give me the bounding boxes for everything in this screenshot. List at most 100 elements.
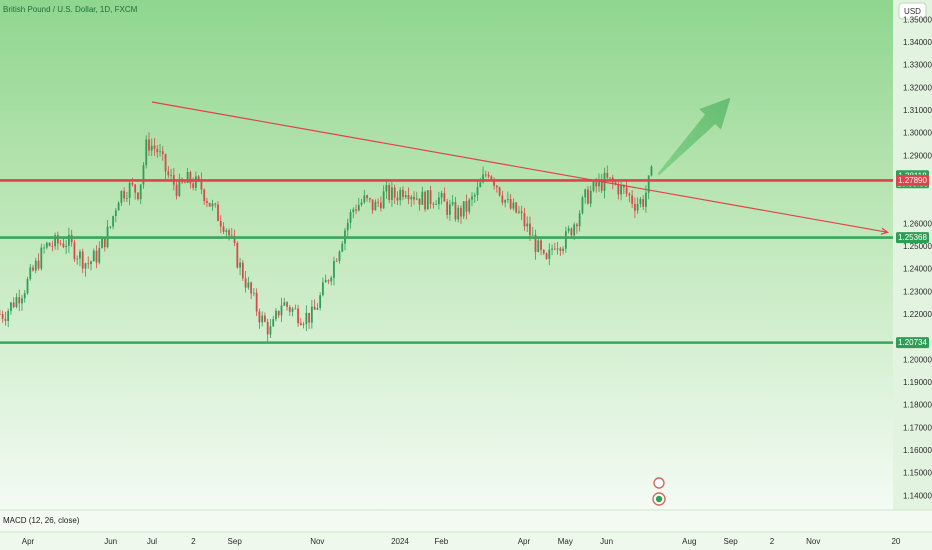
candle-body	[0, 313, 1, 315]
candle-body	[219, 221, 222, 227]
candle-body	[280, 305, 283, 316]
candle-body	[95, 250, 98, 263]
candle-body	[495, 185, 498, 188]
price-scale-background	[893, 0, 932, 510]
candle-body	[606, 172, 609, 178]
candle-body	[534, 234, 537, 253]
candle-body	[642, 198, 645, 207]
candle-body	[319, 295, 322, 309]
candle-body	[117, 202, 120, 211]
candle-body	[540, 240, 542, 250]
candle-body	[266, 321, 269, 335]
candle-body	[639, 198, 642, 204]
candle-body	[545, 253, 548, 259]
candle-body	[269, 326, 272, 335]
event-markers[interactable]	[652, 477, 666, 506]
candle-body	[468, 199, 471, 212]
candle-body	[186, 172, 189, 183]
price-tick-label: 1.19000	[903, 378, 932, 387]
candle-body	[228, 230, 230, 236]
price-flag	[896, 232, 929, 244]
price-flag-value: 1.27890	[898, 176, 927, 185]
candle-body	[299, 323, 302, 325]
candle-body	[363, 195, 366, 203]
candle-body	[56, 235, 59, 244]
candle-body	[167, 171, 170, 176]
price-tick-label: 1.15000	[903, 469, 932, 478]
time-axis-labels[interactable]: Apr Jun Jul 2 Sep Nov 2024 Feb Apr May Jun Aug Sep 2 N…	[22, 537, 901, 546]
candle-body	[43, 247, 45, 249]
candle-body	[523, 213, 526, 227]
price-flag	[896, 337, 929, 349]
currency-button[interactable]	[898, 2, 927, 20]
candle-body	[396, 197, 399, 201]
candle-body	[482, 174, 484, 183]
time-tick-label: 2	[770, 537, 775, 546]
candle-body	[418, 198, 421, 205]
candle-body	[625, 187, 628, 194]
candle-body	[407, 195, 410, 200]
candle-body	[23, 293, 26, 299]
candle-body	[346, 222, 349, 231]
candle-body	[275, 310, 277, 320]
candle-body	[10, 302, 12, 311]
price-tick-label: 1.29000	[903, 151, 932, 160]
price-flag-value: 1.20734	[898, 338, 927, 347]
downtrend-line	[151, 101, 888, 233]
symbol-title[interactable]: British Pound / U.S. Dollar, 1D, FXCM	[3, 5, 138, 14]
candle-body	[236, 242, 239, 268]
time-tick-label: Sep	[228, 537, 243, 546]
candle-body	[308, 312, 311, 323]
candle-body	[631, 195, 634, 204]
time-tick-label: 2024	[391, 537, 409, 546]
candle-body	[537, 240, 540, 253]
price-tick-label: 1.30000	[903, 129, 932, 138]
candle-body	[261, 315, 264, 323]
macd-pane	[0, 510, 932, 532]
candle-body	[153, 145, 156, 149]
candle-body	[175, 184, 178, 196]
candle-body	[357, 204, 360, 211]
candle-body	[247, 282, 250, 288]
candle-body	[120, 190, 123, 203]
candle-body	[123, 190, 126, 199]
candle-body	[84, 263, 87, 269]
candle-body	[551, 248, 553, 250]
candle-body	[490, 176, 493, 180]
candle-body	[203, 189, 206, 202]
candle-body	[368, 198, 371, 200]
candle-body	[647, 175, 650, 193]
candle-body	[322, 282, 324, 296]
candle-body	[333, 260, 335, 278]
candle-body	[584, 189, 587, 198]
candle-body	[327, 280, 330, 282]
candle-body	[617, 184, 620, 195]
candle-body	[250, 282, 253, 294]
candle-body	[40, 247, 43, 269]
candle-body	[388, 185, 391, 200]
candle-body	[460, 207, 462, 217]
price-tick-label: 1.25000	[903, 242, 932, 251]
candle-body	[446, 201, 449, 215]
candle-body	[553, 248, 556, 250]
price-axis[interactable]: 1.14000 1.15000 1.16000 1.17000 1.18000 1.190…	[903, 15, 932, 500]
candle-body	[506, 199, 509, 200]
candle-body	[573, 224, 576, 236]
candle-body	[114, 210, 117, 217]
macd-label[interactable]: MACD (12, 26, close)	[3, 516, 80, 525]
candle-body	[225, 230, 228, 232]
candle-body	[18, 297, 21, 304]
candle-body	[170, 175, 172, 176]
price-flag	[896, 174, 929, 186]
plot-background	[0, 0, 932, 510]
candle-body	[600, 179, 603, 191]
event-marker-1[interactable]	[653, 477, 665, 489]
candle-body	[79, 251, 81, 259]
candle-body	[421, 191, 424, 205]
candle-body	[578, 213, 581, 227]
candle-body	[164, 154, 167, 172]
candle-body	[272, 319, 275, 327]
candle-body	[21, 298, 23, 304]
candle-body	[159, 151, 161, 153]
